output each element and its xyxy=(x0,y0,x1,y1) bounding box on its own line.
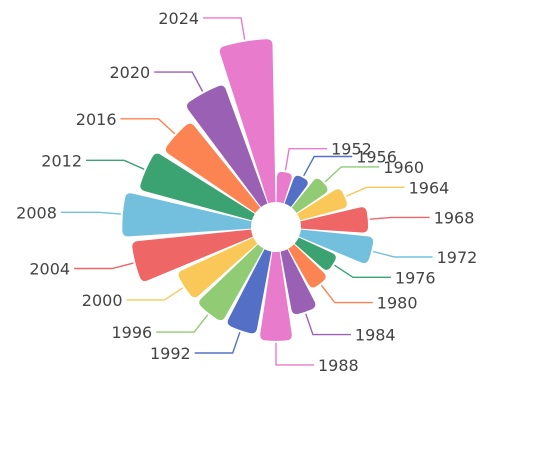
leader-line-1984 xyxy=(305,313,351,336)
leader-line-2000 xyxy=(126,287,184,301)
slice-1952[interactable] xyxy=(276,171,292,204)
label-2000: 2000 xyxy=(82,291,123,310)
label-2016: 2016 xyxy=(76,110,117,129)
label-1996: 1996 xyxy=(111,323,152,342)
leader-line-1992 xyxy=(194,331,241,354)
slice-1992[interactable] xyxy=(227,249,272,334)
label-2020: 2020 xyxy=(109,63,150,82)
slice-1988[interactable] xyxy=(260,251,292,341)
label-1984: 1984 xyxy=(355,326,396,345)
slice-1968[interactable] xyxy=(300,207,369,233)
leader-line-1988 xyxy=(275,342,314,366)
leader-line-1956 xyxy=(303,155,353,177)
slice-2000[interactable] xyxy=(178,237,258,298)
slice-2004[interactable] xyxy=(132,229,253,282)
label-1956: 1956 xyxy=(356,148,397,167)
slice-1984[interactable] xyxy=(280,249,316,315)
label-1952: 1952 xyxy=(331,140,372,159)
label-2012: 2012 xyxy=(41,151,82,170)
leader-line-1964 xyxy=(346,186,405,197)
slice-2016[interactable] xyxy=(165,123,261,213)
leader-line-1996 xyxy=(156,314,209,333)
slice-2024[interactable] xyxy=(219,39,276,204)
leader-line-2016 xyxy=(120,118,176,135)
slice-1964[interactable] xyxy=(297,189,347,221)
slice-1956[interactable] xyxy=(284,175,308,207)
leader-line-2012 xyxy=(86,159,145,170)
slice-1996[interactable] xyxy=(199,244,264,321)
leader-line-2004 xyxy=(74,262,134,270)
leader-line-2024 xyxy=(203,17,246,40)
leader-line-1976 xyxy=(334,264,391,278)
leader-line-1980 xyxy=(320,284,373,304)
label-1972: 1972 xyxy=(437,248,478,267)
slice-1960[interactable] xyxy=(291,178,328,213)
slice-2008[interactable] xyxy=(122,193,252,237)
leader-line-1972 xyxy=(373,250,433,258)
label-1988: 1988 xyxy=(318,356,359,375)
leader-line-1960 xyxy=(324,166,380,183)
label-2008: 2008 xyxy=(16,203,57,222)
label-1968: 1968 xyxy=(434,208,475,227)
slice-2012[interactable] xyxy=(140,153,255,221)
label-2004: 2004 xyxy=(29,260,70,279)
label-1960: 1960 xyxy=(383,158,424,177)
slice-1972[interactable] xyxy=(299,229,374,264)
leader-line-2020 xyxy=(154,71,204,92)
label-1964: 1964 xyxy=(409,178,450,197)
slice-1976[interactable] xyxy=(294,237,336,270)
label-1976: 1976 xyxy=(395,268,436,287)
label-2024: 2024 xyxy=(158,9,199,28)
leader-lines-group xyxy=(60,17,433,366)
slice-2020[interactable] xyxy=(186,85,268,207)
label-1980: 1980 xyxy=(377,294,418,313)
leader-line-2008 xyxy=(60,211,121,215)
slices-group xyxy=(122,39,374,341)
leader-line-1968 xyxy=(369,216,430,220)
slice-1980[interactable] xyxy=(288,244,326,288)
label-1992: 1992 xyxy=(150,344,191,363)
leader-line-1952 xyxy=(284,147,328,171)
